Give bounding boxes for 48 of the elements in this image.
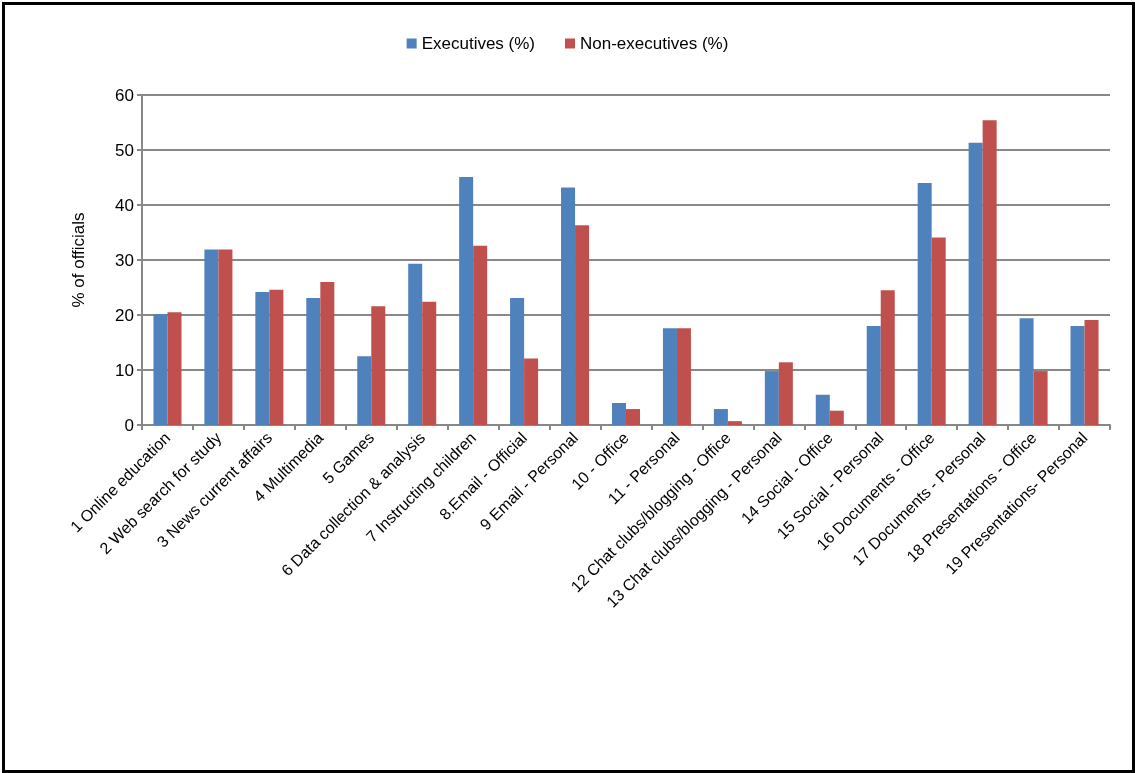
bar	[575, 225, 590, 425]
bar	[255, 291, 270, 425]
bar	[676, 328, 691, 425]
y-tick-label: 40	[115, 195, 134, 215]
bar	[815, 394, 830, 425]
bar	[982, 120, 997, 425]
bar	[459, 176, 474, 425]
y-tick-label: 50	[115, 140, 134, 160]
bar	[510, 297, 525, 425]
bar	[968, 142, 983, 425]
y-tick-label: 60	[115, 85, 134, 105]
bar	[306, 297, 321, 425]
bar	[561, 187, 576, 425]
bar	[713, 409, 728, 425]
bar	[778, 362, 793, 425]
bar	[866, 326, 881, 425]
bar	[1033, 371, 1048, 425]
y-tick-label: 0	[124, 415, 134, 435]
bar	[218, 249, 233, 425]
bar	[626, 409, 641, 425]
bar	[371, 306, 386, 425]
bar	[764, 371, 779, 425]
bar	[829, 410, 844, 425]
bar	[1084, 319, 1099, 425]
y-axis-title: % of officials	[69, 212, 88, 308]
bar	[269, 289, 284, 425]
legend-label: Non-executives (%)	[580, 34, 729, 53]
bar	[611, 403, 626, 425]
y-tick-label: 20	[115, 305, 134, 325]
bar	[473, 245, 488, 425]
bar	[662, 328, 677, 425]
y-tick-label: 10	[115, 360, 134, 380]
bar	[320, 282, 335, 425]
bar	[917, 183, 932, 425]
bar	[524, 358, 539, 425]
bar	[167, 312, 182, 425]
y-tick-label: 30	[115, 250, 134, 270]
bar	[408, 263, 423, 425]
legend-label: Executives (%)	[421, 34, 536, 53]
bar	[1019, 318, 1034, 425]
bar	[880, 290, 895, 425]
bar	[153, 313, 168, 425]
bar	[931, 237, 946, 425]
bar	[357, 356, 372, 425]
bar	[1070, 326, 1085, 425]
bar	[204, 249, 219, 425]
bar	[422, 301, 437, 425]
bar	[727, 421, 742, 425]
